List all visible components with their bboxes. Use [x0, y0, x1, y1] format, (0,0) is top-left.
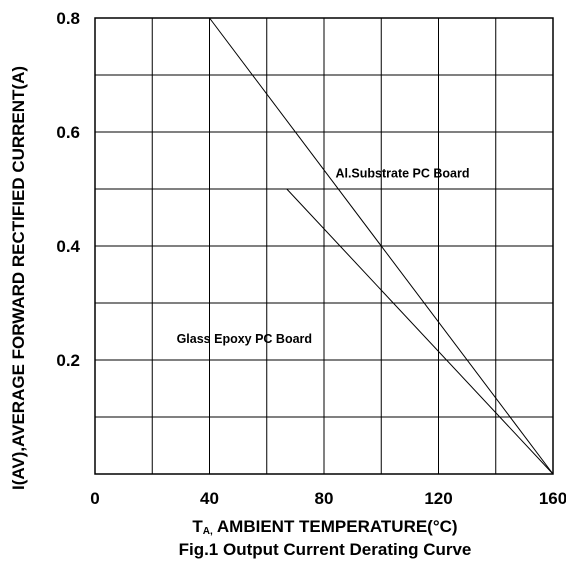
tick-labels: 0 40 80 120 160 0.2 0.4 0.6 0.8 [56, 9, 566, 508]
x-tick-label: 40 [200, 489, 219, 508]
label-glass-epoxy: Glass Epoxy PC Board [177, 332, 312, 346]
y-axis-title: I(AV),AVERAGE FORWARD RECTIFIED CURRENT(… [9, 66, 28, 490]
figure-caption: Fig.1 Output Current Derating Curve [179, 540, 472, 559]
plot-border [94, 17, 554, 475]
y-tick-label: 0.4 [56, 237, 80, 256]
x-tick-label: 120 [424, 489, 452, 508]
y-tick-label: 0.6 [56, 123, 80, 142]
x-tick-label: 80 [315, 489, 334, 508]
x-axis-title-text: AMBIENT TEMPERATURE(°C) [213, 517, 458, 536]
plot-frame [94, 17, 554, 475]
y-tick-label: 0.2 [56, 351, 80, 370]
series-layer [209, 17, 554, 475]
x-axis-title-symbol: T [192, 517, 203, 536]
x-axis-title: TA, AMBIENT TEMPERATURE(°C) [192, 517, 457, 537]
series-line-glass-epoxy [286, 188, 554, 475]
grid-layer [94, 17, 554, 475]
x-tick-label: 160 [539, 489, 566, 508]
x-axis-title-subscript: A, [203, 526, 213, 537]
x-tick-label: 0 [90, 489, 99, 508]
series-line-al-substrate [209, 17, 554, 475]
annotations: Al.Substrate PC Board Glass Epoxy PC Boar… [177, 167, 470, 346]
y-tick-label: 0.8 [56, 9, 80, 28]
label-al-substrate: Al.Substrate PC Board [335, 167, 469, 181]
